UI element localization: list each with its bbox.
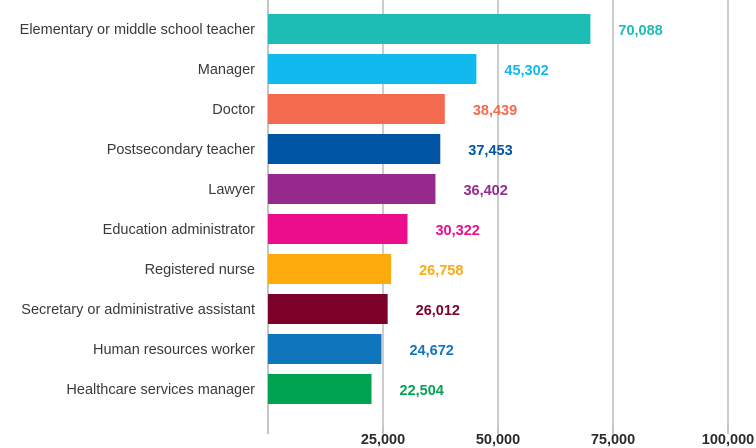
value-label: 38,439 xyxy=(473,103,517,119)
x-tick-label: 25,000 xyxy=(361,432,405,448)
category-label: Elementary or middle school teacher xyxy=(20,22,256,38)
bar xyxy=(268,54,477,84)
bar xyxy=(268,374,372,404)
category-label: Doctor xyxy=(212,102,255,118)
x-axis-ticks: 25,000 50,000 75,000 100,000 xyxy=(361,432,754,448)
value-label: 26,012 xyxy=(416,303,460,319)
value-label: 24,672 xyxy=(409,343,453,359)
value-label: 22,504 xyxy=(400,383,444,399)
bar xyxy=(268,174,436,204)
category-label: Human resources worker xyxy=(93,342,255,358)
bar xyxy=(268,134,441,164)
value-label: 70,088 xyxy=(618,23,662,39)
value-label: 36,402 xyxy=(463,183,507,199)
category-labels: Elementary or middle school teacher Manag… xyxy=(20,22,256,398)
value-label: 45,302 xyxy=(504,63,548,79)
x-tick-label: 75,000 xyxy=(591,432,635,448)
x-tick-label: 100,000 xyxy=(702,432,754,448)
category-label: Secretary or administrative assistant xyxy=(21,302,255,318)
value-label: 30,322 xyxy=(435,223,479,239)
value-label: 37,453 xyxy=(468,143,512,159)
value-labels: 70,088 45,302 38,439 37,453 36,402 30,322 26,7… xyxy=(400,23,663,399)
category-label: Lawyer xyxy=(208,182,255,198)
x-tick-label: 50,000 xyxy=(476,432,520,448)
value-label: 26,758 xyxy=(419,263,463,279)
category-label: Postsecondary teacher xyxy=(107,142,255,158)
category-label: Manager xyxy=(198,62,255,78)
category-label: Healthcare services manager xyxy=(66,382,255,398)
category-label: Education administrator xyxy=(103,222,255,238)
bars xyxy=(268,14,591,404)
bar xyxy=(268,214,408,244)
bar xyxy=(268,254,392,284)
bar xyxy=(268,94,445,124)
bar xyxy=(268,334,382,364)
bar xyxy=(268,294,388,324)
category-label: Registered nurse xyxy=(145,262,255,278)
bar xyxy=(268,14,591,44)
